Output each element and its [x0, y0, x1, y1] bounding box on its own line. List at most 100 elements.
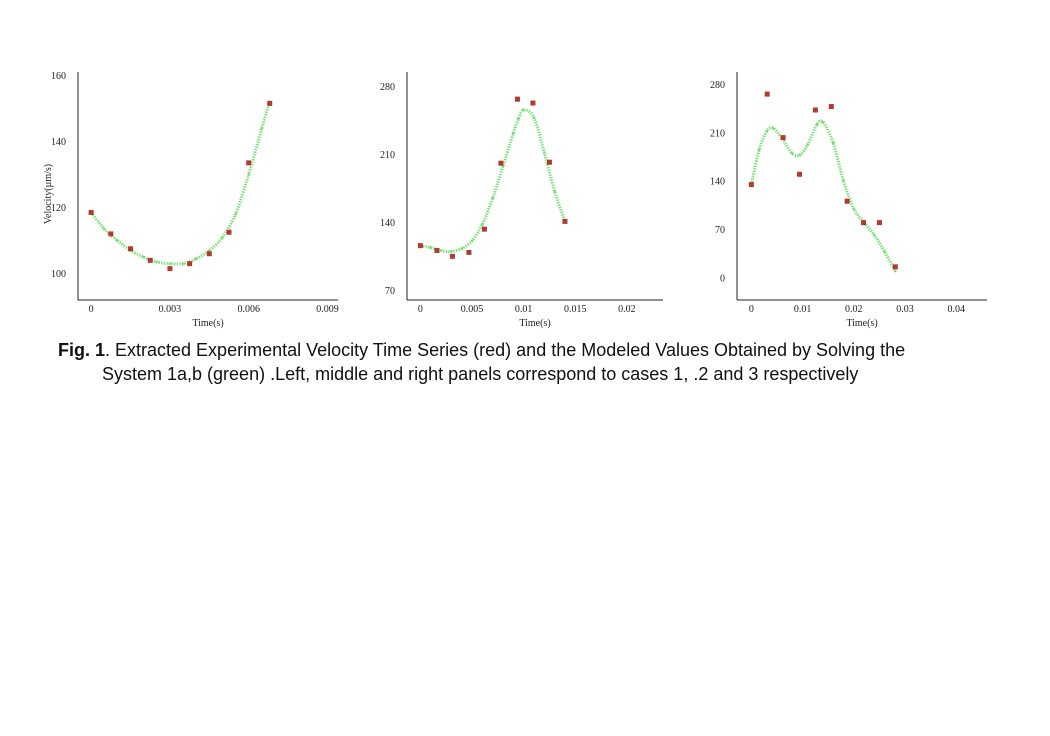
- y-tick-label: 140: [51, 137, 66, 148]
- model-data-point: [142, 255, 146, 259]
- model-data-point: [872, 233, 876, 237]
- experimental-data-point: [892, 264, 898, 270]
- model-data-point: [842, 179, 845, 183]
- model-data-point: [429, 246, 433, 250]
- y-axis-label: Velocity(µm/s): [43, 164, 54, 224]
- experimental-data-point: [167, 266, 173, 272]
- x-tick-label: 0.003: [159, 304, 182, 315]
- experimental-data-point: [844, 198, 850, 204]
- experimental-data-point: [449, 253, 455, 259]
- model-data-point: [893, 269, 897, 273]
- y-tick-label: 210: [710, 128, 725, 139]
- model-data-point: [542, 151, 546, 154]
- experimental-data-point: [748, 182, 754, 188]
- y-tick-label: 0: [720, 273, 725, 284]
- experimental-data-point: [108, 231, 114, 237]
- caption-text-line2: System 1a,b (green) .Left, middle and ri…: [102, 364, 859, 384]
- model-data-point: [831, 141, 835, 145]
- experimental-data-point: [481, 226, 487, 232]
- y-tick-label: 70: [385, 286, 395, 297]
- model-data-point: [517, 117, 520, 120]
- model-data-point: [491, 196, 495, 200]
- model-curve-line: [420, 108, 567, 254]
- model-data-point: [532, 116, 536, 119]
- experimental-data-point: [530, 100, 536, 106]
- model-data-point: [757, 148, 761, 152]
- model-data-point: [522, 108, 526, 112]
- y-tick-label: 280: [710, 80, 725, 91]
- model-data-point: [470, 239, 474, 243]
- x-tick-label: 0.02: [618, 304, 636, 315]
- model-data-point: [221, 235, 224, 239]
- middle-panel-chart: 0 0.005 0.01 0.015 0.02 70 140 210 280 Time(s): [380, 72, 663, 329]
- experimental-data-point: [206, 251, 212, 257]
- experimental-data-point: [812, 107, 818, 113]
- experimental-data-point: [546, 159, 552, 165]
- right-panel-chart: 0 0.01 0.02 0.03 0.04 0 70 140 210 280 Time(s): [710, 72, 987, 329]
- x-tick-label: 0.006: [237, 304, 260, 315]
- model-data-point: [181, 262, 185, 266]
- y-tick-label: 140: [710, 177, 725, 188]
- model-data-point: [115, 239, 119, 242]
- x-tick-label: 0.009: [316, 304, 339, 315]
- caption-label: Fig. 1: [58, 340, 106, 360]
- experimental-data-point: [780, 135, 786, 141]
- model-data-point: [207, 249, 211, 252]
- experimental-data-point: [246, 160, 252, 166]
- x-tick-label: 0.02: [845, 304, 863, 315]
- y-tick-label: 70: [715, 225, 725, 236]
- model-data-point: [234, 212, 237, 216]
- experimental-data-point: [514, 96, 520, 102]
- model-data-point: [168, 262, 172, 266]
- model-data-point: [765, 130, 769, 133]
- experimental-data-point: [562, 218, 568, 224]
- x-tick-label: 0.015: [564, 304, 587, 315]
- x-tick-label: 0: [749, 304, 754, 315]
- model-data-point: [247, 173, 251, 176]
- experimental-data-point: [876, 220, 882, 226]
- experimental-data-point: [187, 261, 193, 267]
- model-data-point: [798, 153, 802, 157]
- experimental-data-point: [498, 160, 504, 166]
- figure-caption: Fig. 1. Extracted Experimental Velocity …: [58, 338, 1018, 386]
- model-data-point: [511, 131, 515, 135]
- left-panel-chart: 0 0.003 0.006 0.009 100 120 140 160 Time(s) Veloc…: [43, 71, 339, 329]
- model-data-point: [852, 207, 856, 211]
- model-data-point: [449, 250, 453, 253]
- y-tick-label: 160: [51, 71, 66, 82]
- model-data-point: [790, 152, 794, 155]
- x-axis-label: Time(s): [192, 318, 223, 329]
- y-tick-label: 100: [51, 269, 66, 280]
- experimental-data-point: [417, 243, 423, 249]
- experimental-data-point: [466, 249, 472, 255]
- caption-text-line1: . Extracted Experimental Velocity Time S…: [105, 340, 906, 360]
- experimental-data-point: [797, 171, 802, 177]
- x-tick-label: 0: [418, 304, 423, 315]
- experimental-data-point: [267, 100, 273, 106]
- model-curve-line: [749, 119, 897, 272]
- x-tick-label: 0.03: [896, 304, 914, 315]
- model-data-point: [439, 249, 443, 252]
- x-tick-label: 0.04: [948, 304, 966, 315]
- experimental-data-point: [226, 229, 232, 235]
- model-data-point: [883, 250, 886, 254]
- experimental-data-point: [828, 104, 834, 110]
- x-tick-label: 0.005: [461, 304, 484, 315]
- model-data-point: [553, 189, 557, 193]
- experimental-data-point: [128, 246, 134, 252]
- experimental-data-point: [88, 209, 94, 215]
- y-tick-label: 120: [51, 203, 66, 214]
- y-tick-label: 140: [380, 218, 395, 229]
- model-data-point: [460, 247, 464, 250]
- y-tick-label: 280: [380, 82, 395, 93]
- model-data-point: [102, 227, 106, 231]
- experimental-data-point: [764, 91, 770, 97]
- model-data-point: [815, 123, 819, 126]
- model-data-point: [806, 143, 810, 146]
- experimental-data-point: [147, 257, 153, 263]
- x-axis-label: Time(s): [846, 318, 877, 329]
- experimental-data-point: [434, 248, 440, 254]
- model-data-point: [480, 222, 484, 226]
- x-tick-label: 0.01: [515, 304, 533, 315]
